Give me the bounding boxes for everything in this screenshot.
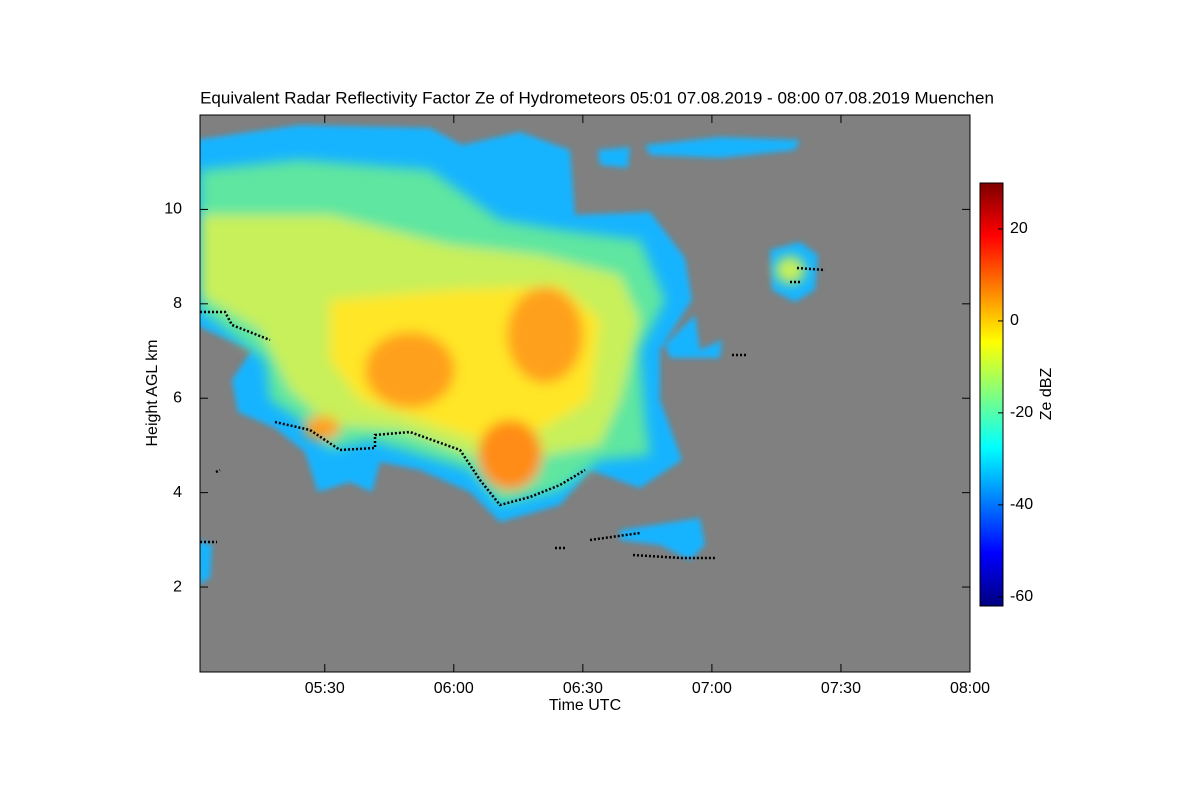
colorbar-tick-label: 0	[1010, 312, 1019, 329]
x-tick-label: 07:30	[821, 680, 861, 697]
colorbar-tick-label: -60	[1010, 588, 1033, 605]
colorbar-tick-label: -20	[1010, 404, 1033, 421]
y-tick-label: 4	[173, 484, 182, 501]
colorbar	[979, 182, 1004, 607]
x-tick-label: 05:30	[305, 680, 345, 697]
x-tick-label: 08:00	[950, 680, 990, 697]
reflectivity-field	[200, 125, 826, 584]
y-tick-label: 6	[173, 389, 182, 406]
colorbar-label: Ze dBZ	[1038, 368, 1055, 421]
x-tick-label: 07:00	[692, 680, 732, 697]
y-axis-label: Height AGL km	[144, 339, 161, 446]
colorbar-tick-label: -40	[1010, 496, 1033, 513]
x-tick-label: 06:00	[434, 680, 474, 697]
y-tick-label: 10	[164, 201, 182, 218]
x-tick-label: 06:30	[563, 680, 603, 697]
plot-frame	[199, 114, 971, 673]
colorbar-tick-label: 20	[1010, 220, 1028, 237]
y-tick-label: 8	[173, 295, 182, 312]
chart-title: Equivalent Radar Reflectivity Factor Ze …	[200, 88, 994, 107]
x-axis-label: Time UTC	[549, 697, 621, 714]
y-tick-label: 2	[173, 578, 182, 595]
